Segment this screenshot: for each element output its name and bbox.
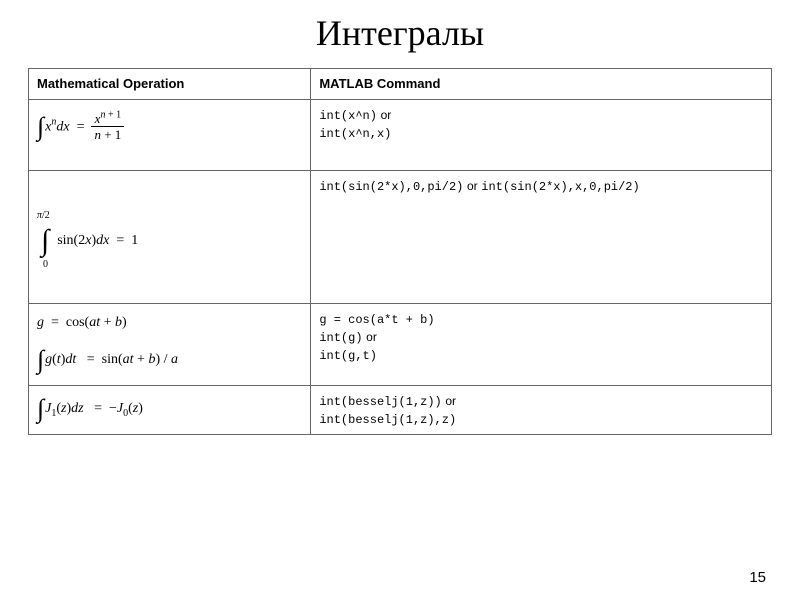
code-text: int(besselj(1,z)) (319, 395, 441, 409)
or-text: or (366, 330, 377, 344)
or-text: or (467, 179, 478, 193)
table-row: ∫J1(z)dz = −J0(z) int(besselj(1,z)) or i… (29, 385, 772, 434)
slide: Интегралы Mathematical Operation MATLAB … (0, 0, 800, 600)
table-row: π/2 ∫ sin(2x)dx = 1 0 int(sin(2*x),0,pi/… (29, 170, 772, 303)
page-title: Интегралы (28, 12, 772, 54)
table-row: ∫xndx = xn + 1 n + 1 int(x^n) or int(x^n… (29, 99, 772, 170)
code-text: g = cos(a*t + b) (319, 313, 434, 327)
code-text: int(sin(2*x),x,0,pi/2) (481, 180, 639, 194)
header-matlab: MATLAB Command (311, 69, 772, 100)
code-text: int(g) (319, 331, 362, 345)
page-number: 15 (749, 569, 766, 586)
code-text: int(g,t) (319, 349, 377, 363)
math-cell: ∫xndx = xn + 1 n + 1 (29, 99, 311, 170)
or-text: or (381, 108, 392, 122)
or-text: or (445, 394, 456, 408)
table-row: g = cos(at + b) ∫g(t)dt = sin(at + b) / … (29, 303, 772, 385)
matlab-cell: int(x^n) or int(x^n,x) (311, 99, 772, 170)
code-text: int(x^n) (319, 109, 377, 123)
table-header-row: Mathematical Operation MATLAB Command (29, 69, 772, 100)
code-text: int(x^n,x) (319, 127, 391, 141)
matlab-cell: int(besselj(1,z)) or int(besselj(1,z),z) (311, 385, 772, 434)
math-cell: ∫J1(z)dz = −J0(z) (29, 385, 311, 434)
matlab-cell: int(sin(2*x),0,pi/2) or int(sin(2*x),x,0… (311, 170, 772, 303)
header-math: Mathematical Operation (29, 69, 311, 100)
code-text: int(sin(2*x),0,pi/2) (319, 180, 463, 194)
integrals-table: Mathematical Operation MATLAB Command ∫x… (28, 68, 772, 435)
math-cell: π/2 ∫ sin(2x)dx = 1 0 (29, 170, 311, 303)
matlab-cell: g = cos(a*t + b) int(g) or int(g,t) (311, 303, 772, 385)
math-cell: g = cos(at + b) ∫g(t)dt = sin(at + b) / … (29, 303, 311, 385)
code-text: int(besselj(1,z),z) (319, 413, 456, 427)
